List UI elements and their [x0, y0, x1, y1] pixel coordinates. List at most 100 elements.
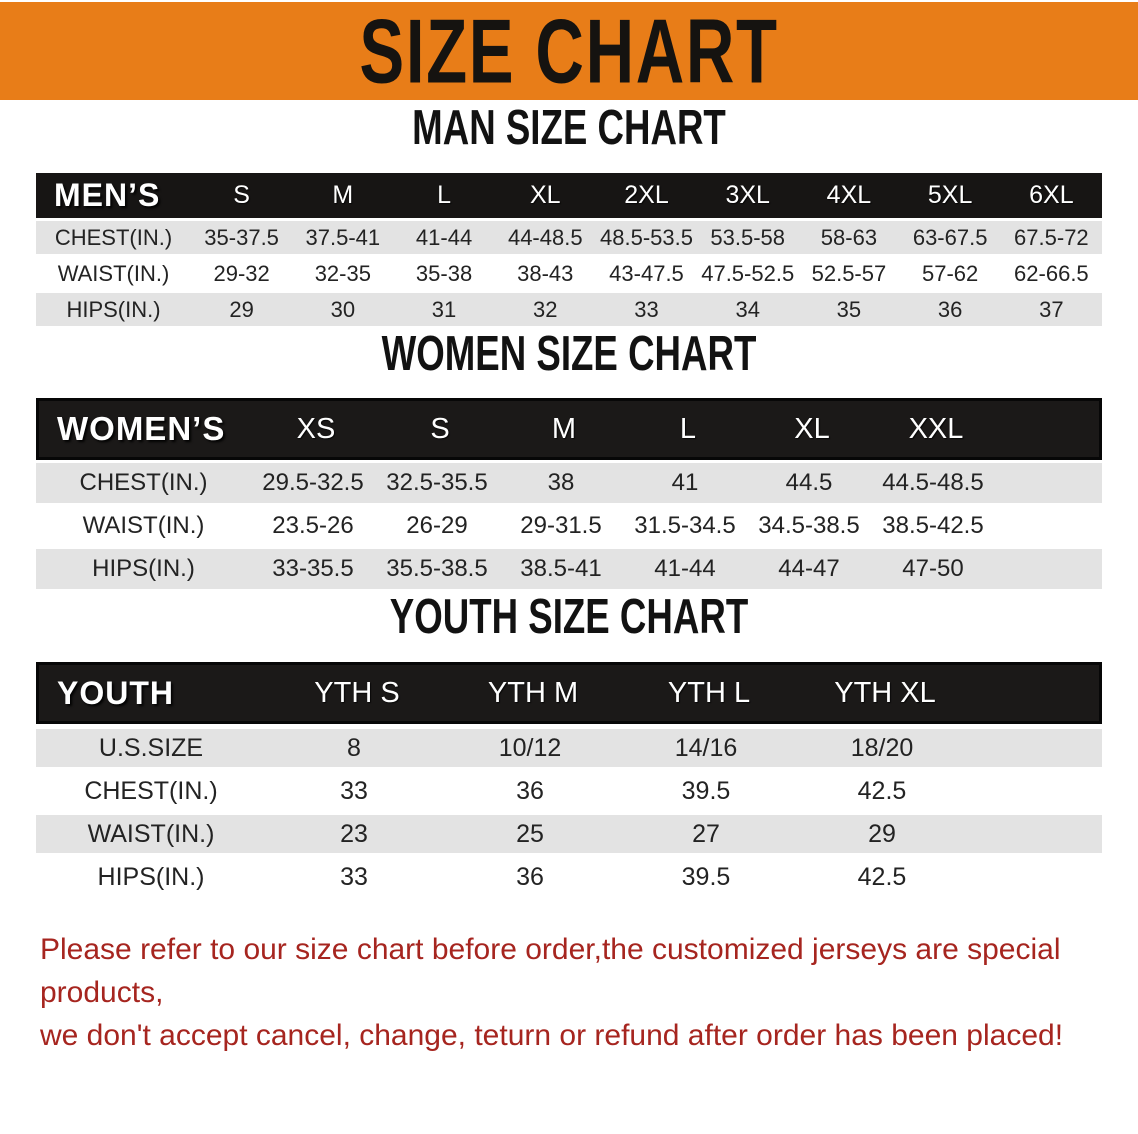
- men-size-table-row-2-value-4: 33: [634, 296, 659, 322]
- men-size-table-row-1-value-7: 57-62: [922, 260, 979, 286]
- youth-size-table-row-0-value-2: 14/16: [674, 733, 738, 762]
- men-size-table-row-1-value-0: 29-32: [213, 260, 270, 286]
- youth-size-table-row-2-value-0: 23: [340, 819, 368, 848]
- men-size-table-row-1-value-1: 32-35: [314, 260, 371, 286]
- women-size-table-row-0-value-1: 32.5-35.5: [386, 469, 488, 496]
- women-size-table-row-1-value-5: 38.5-42.5: [882, 512, 984, 539]
- men-size-table-row-2-value-5: 34: [735, 296, 760, 322]
- men-size-table-row-2-value-6: 35: [836, 296, 862, 322]
- youth-size-table-header-row: YOUTH YTH S YTH M YTH L YTH XL: [36, 662, 1102, 724]
- men-size-table-row-1-label: WAIST(IN.): [57, 260, 170, 286]
- women-size-table-row-2-value-2: 38.5-41: [520, 555, 602, 582]
- youth-size-table-row-3-label: HIPS(IN.): [97, 862, 205, 891]
- men-size-table-header-5xl: 5XL: [927, 181, 973, 209]
- women-size-table-row-0-value-2: 38: [547, 469, 575, 496]
- youth-size-table-row-3-value-3: 42.5: [857, 862, 907, 891]
- men-size-table-row-2-value-3: 32: [533, 296, 558, 322]
- women-size-table-header-row: WOMEN’S XS S M L XL XXL: [36, 398, 1102, 460]
- youth-size-table-row-0-value-1: 10/12: [498, 733, 562, 762]
- men-size-table-row-1-value-3: 38-43: [517, 260, 574, 286]
- men-size-table-row-1-value-4: 43-47.5: [609, 260, 684, 286]
- men-size-table-header-6xl: 6XL: [1029, 181, 1074, 209]
- youth-size-table-row-1-value-2: 39.5: [681, 776, 731, 805]
- men-size-table-row-0-value-0: 35-37.5: [204, 224, 279, 250]
- banner: SIZE CHART: [0, 0, 1138, 102]
- page-title: SIZE CHART: [359, 0, 779, 102]
- women-section-heading: WOMEN SIZE CHART: [381, 324, 757, 381]
- men-size-table-row-1-value-8: 62-66.5: [1014, 260, 1089, 286]
- men-size-table-header-m: M: [332, 181, 354, 209]
- men-size-table-row-0-value-6: 58-63: [820, 224, 878, 250]
- men-size-table-header-xl: XL: [529, 181, 561, 209]
- youth-size-table-row-3-value-0: 33: [340, 862, 368, 891]
- youth-section-heading: YOUTH SIZE CHART: [389, 587, 749, 644]
- men-size-table-row-2-value-2: 31: [431, 296, 457, 322]
- disclaimer-line-2: we don't accept cancel, change, teturn o…: [40, 1019, 1064, 1052]
- youth-size-table-header-yth-l: YTH L: [667, 676, 751, 709]
- men-size-table-header-s: S: [233, 181, 250, 209]
- size-chart-page: SIZE CHART MAN SIZE CHART MEN’S S M L XL 2XL 3…: [0, 0, 1138, 1057]
- youth-size-table-row-3: HIPS(IN.) 33 36 39.5 42.5: [36, 858, 1102, 896]
- youth-size-table-row-3-value-1: 36: [516, 862, 544, 891]
- youth-size-table-header-yth-xl: YTH XL: [834, 676, 936, 709]
- women-size-table-row-0-value-4: 44.5: [785, 469, 833, 496]
- men-size-table-row-2-label: HIPS(IN.): [66, 296, 161, 322]
- youth-size-table-row-1-value-0: 33: [340, 776, 368, 805]
- youth-size-table-row-1-label: CHEST(IN.): [84, 776, 218, 805]
- women-size-table-header-m: M: [551, 412, 577, 445]
- women-size-table-row-1-value-3: 31.5-34.5: [634, 512, 736, 539]
- men-size-table-header-2xl: 2XL: [624, 181, 669, 209]
- men-size-table-row-2: HIPS(IN.) 29 30 31 32 33 34 35 36 37: [36, 293, 1102, 326]
- women-size-table-row-2-value-1: 35.5-38.5: [386, 555, 488, 582]
- man-section-heading: MAN SIZE CHART: [412, 98, 726, 155]
- youth-size-table-row-0-label: U.S.SIZE: [98, 733, 204, 762]
- youth-size-table-row-1-value-1: 36: [516, 776, 544, 805]
- disclaimer: Please refer to our size chart before or…: [40, 928, 1118, 1057]
- women-size-table-row-1: WAIST(IN.) 23.5-26 26-29 29-31.5 31.5-34.5 34…: [36, 506, 1102, 546]
- youth-size-table-row-0: U.S.SIZE 8 10/12 14/16 18/20: [36, 729, 1102, 767]
- women-size-table-row-1-label: WAIST(IN.): [82, 512, 205, 539]
- women-size-table-header-xl: XL: [794, 412, 830, 445]
- women-size-table-header-s: S: [430, 412, 450, 445]
- women-size-table-row-0-value-0: 29.5-32.5: [262, 469, 364, 496]
- youth-size-table-row-0-value-0: 8: [347, 733, 361, 762]
- women-size-table-header-label: WOMEN’S: [57, 410, 226, 447]
- youth-size-table-row-1-value-3: 42.5: [857, 776, 907, 805]
- women-size-table: WOMEN’S XS S M L XL XXL CHEST(IN.) 29.5-32.5 32.5…: [36, 398, 1102, 589]
- women-size-table-row-1-value-0: 23.5-26: [272, 512, 354, 539]
- men-size-table-row-2-value-7: 36: [937, 296, 963, 322]
- men-size-table-row-0-label: CHEST(IN.): [54, 224, 173, 250]
- women-size-table-row-2-value-4: 44-47: [778, 555, 840, 582]
- men-size-table-row-2-value-1: 30: [330, 296, 356, 322]
- youth-size-table-row-2: WAIST(IN.) 23 25 27 29: [36, 815, 1102, 853]
- women-size-table-row-2-value-0: 33-35.5: [272, 555, 354, 582]
- youth-size-table-header-yth-s: YTH S: [314, 676, 400, 709]
- youth-size-table-row-2-label: WAIST(IN.): [87, 819, 215, 848]
- women-size-table-row-2-value-5: 47-50: [902, 555, 964, 582]
- youth-size-table-row-2-value-2: 27: [692, 819, 720, 848]
- youth-size-table-header-label: YOUTH: [57, 674, 174, 711]
- women-size-table-row-0: CHEST(IN.) 29.5-32.5 32.5-35.5 38 41 44.5 44.5…: [36, 463, 1102, 503]
- women-size-table-row-2: HIPS(IN.) 33-35.5 35.5-38.5 38.5-41 41-44 44-…: [36, 549, 1102, 589]
- youth-size-table-header-yth-m: YTH M: [487, 676, 579, 709]
- men-size-table-header-label: MEN’S: [54, 177, 161, 213]
- men-size-table-row-2-value-0: 29: [229, 296, 254, 322]
- youth-size-table-row-2-value-1: 25: [516, 819, 544, 848]
- men-size-table: MEN’S S M L XL 2XL 3XL 4XL 5XL 6XL CHEST(IN.) 35-37…: [36, 173, 1102, 326]
- youth-size-table: YOUTH YTH S YTH M YTH L YTH XL U.S.SIZE 8 10/12…: [36, 662, 1102, 896]
- men-size-table-row-1-value-2: 35-38: [415, 260, 473, 286]
- youth-size-table-row-0-value-3: 18/20: [850, 733, 914, 762]
- youth-size-table-row-1: CHEST(IN.) 33 36 39.5 42.5: [36, 772, 1102, 810]
- men-size-table-row-1-value-6: 52.5-57: [811, 260, 887, 286]
- women-size-table-row-0-value-3: 41: [671, 469, 699, 496]
- youth-size-table-row-3-value-2: 39.5: [681, 862, 731, 891]
- men-size-table-row-0-value-7: 63-67.5: [912, 224, 988, 250]
- women-size-table-row-1-value-1: 26-29: [406, 512, 468, 539]
- men-size-table-row-0-value-1: 37.5-41: [305, 224, 381, 250]
- men-size-table-row-0-value-2: 41-44: [415, 224, 473, 250]
- women-size-table-row-2-label: HIPS(IN.): [92, 555, 195, 582]
- men-size-table-row-0-value-3: 44-48.5: [507, 224, 583, 250]
- disclaimer-line-1: Please refer to our size chart before or…: [40, 933, 1061, 1009]
- men-size-table-header-l: L: [437, 181, 451, 209]
- men-size-table-row-1: WAIST(IN.) 29-32 32-35 35-38 38-43 43-47.5 47.…: [36, 257, 1102, 290]
